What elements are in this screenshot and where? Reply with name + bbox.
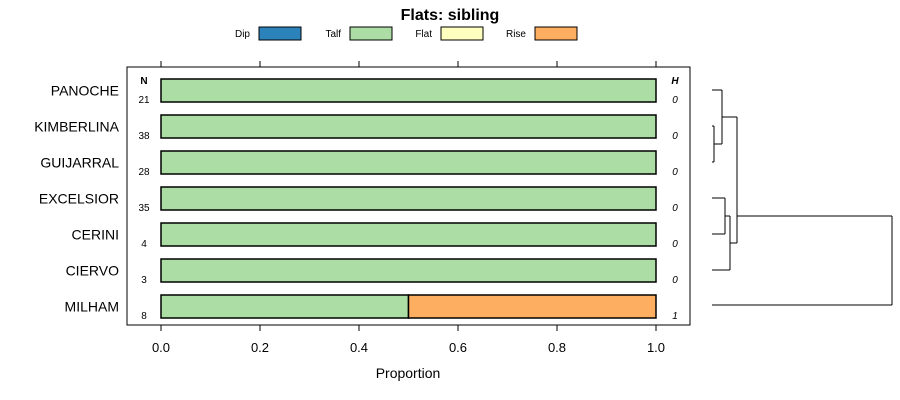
legend-label-dip: Dip xyxy=(235,29,250,40)
legend-label-talf: Talf xyxy=(325,29,341,40)
category-label: KIMBERLINA xyxy=(34,119,119,135)
category-label: PANOCHE xyxy=(51,83,119,99)
x-tick-label: 0.0 xyxy=(152,340,170,355)
plot-frame xyxy=(126,66,691,326)
n-value: 3 xyxy=(141,275,147,286)
x-tick-label: 0.2 xyxy=(251,340,269,355)
legend-label-rise: Rise xyxy=(506,29,526,40)
category-label: GUIJARRAL xyxy=(40,155,119,171)
bar-segment-talf xyxy=(160,150,657,175)
h-value: 0 xyxy=(672,131,678,142)
x-tick-label: 0.6 xyxy=(449,340,467,355)
n-value: 4 xyxy=(141,239,147,250)
n-value: 8 xyxy=(141,311,147,322)
bar-segment-talf xyxy=(160,78,657,103)
legend-swatch-dip xyxy=(258,26,302,41)
bar-segment-talf xyxy=(160,258,657,283)
x-tick-label: 1.0 xyxy=(647,340,665,355)
x-axis: 0.0 0.2 0.4 0.6 0.8 1.0 xyxy=(152,325,665,355)
legend-swatch-rise xyxy=(534,26,578,41)
category-label: EXCELSIOR xyxy=(39,191,119,207)
h-value: 0 xyxy=(672,95,678,106)
category-label: MILHAM xyxy=(65,299,119,315)
bar-segment-talf xyxy=(160,222,657,247)
n-value: 38 xyxy=(138,131,150,142)
top-axis xyxy=(160,61,657,67)
n-value: 28 xyxy=(138,167,150,178)
chart-title: Flats: sibling xyxy=(401,7,500,24)
h-column-header: H xyxy=(671,76,679,87)
n-value: 35 xyxy=(138,203,150,214)
n-column-header: N xyxy=(140,76,147,87)
x-axis-label: Proportion xyxy=(376,365,441,381)
dendrogram xyxy=(712,89,893,306)
legend-swatch-talf xyxy=(349,26,393,41)
bar-segment-talf xyxy=(160,294,410,319)
legend-label-flat: Flat xyxy=(415,29,432,40)
legend: Dip Talf Flat Rise xyxy=(235,26,578,41)
legend-swatch-flat xyxy=(440,26,484,41)
h-value: 0 xyxy=(672,203,678,214)
h-value: 1 xyxy=(672,311,678,322)
bar-segment-talf xyxy=(160,186,657,211)
category-label: CIERVO xyxy=(66,263,120,279)
h-value: 0 xyxy=(672,275,678,286)
bar-segment-rise xyxy=(407,294,657,319)
n-value: 21 xyxy=(138,95,150,106)
bar-segment-talf xyxy=(160,114,657,139)
h-value: 0 xyxy=(672,167,678,178)
category-label: CERINI xyxy=(72,227,119,243)
h-value: 0 xyxy=(672,239,678,250)
x-tick-label: 0.8 xyxy=(548,340,566,355)
x-tick-label: 0.4 xyxy=(350,340,368,355)
